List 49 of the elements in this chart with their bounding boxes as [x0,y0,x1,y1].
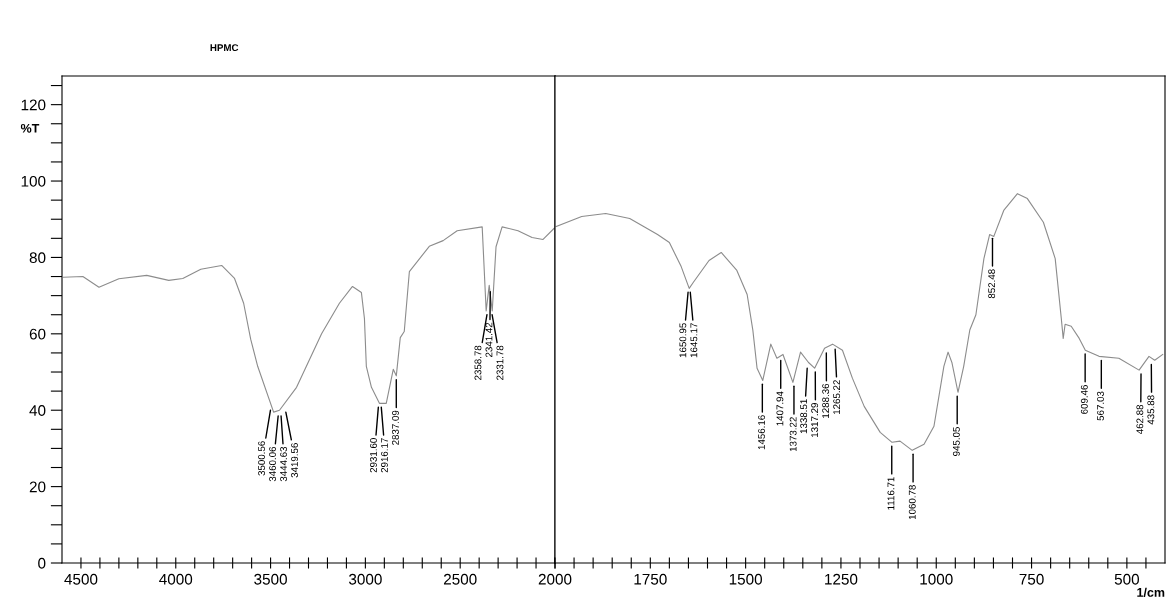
annotation: 2931.60 [370,438,377,473]
annotation: 1288.36 [822,383,830,418]
x-tick-label: 3000 [348,573,382,585]
annotation: 1338.51 [800,399,808,434]
x-tick-label: 1000 [920,573,953,585]
annotation: 1060.78 [908,485,916,520]
x-tick-label: 1750 [634,573,667,585]
x-tick-label: 4000 [159,573,193,585]
annotation: 1650.95 [679,323,687,358]
annotation: 3500.56 [258,441,265,476]
annotation: 1265.22 [833,380,841,415]
x-tick-label: 4500 [64,573,98,585]
x-tick-label: 2500 [443,573,477,585]
y-tick-label: 120 [21,99,46,111]
annotation: 2331.78 [496,345,504,380]
annotation: 1116.71 [887,477,895,510]
chart-title: HPMC [210,44,239,52]
x-tick-label: 500 [1114,573,1140,585]
annotation: 1373.22 [789,417,797,452]
annotation: 1645.17 [690,323,698,358]
y-tick-label: 0 [38,557,46,569]
y-tick-label: 80 [29,252,46,264]
y-axis-title: %T [20,123,40,133]
annotation: 3419.56 [291,443,298,478]
annotation: 3460.06 [269,446,276,482]
annotation: 3444.63 [280,446,287,482]
annotation: 2358.78 [474,345,482,380]
y-tick-label: 60 [29,328,46,340]
x-tick-label: 3500 [254,573,287,585]
annotation: 945.05 [952,427,960,456]
x-tick-label: 1250 [825,573,858,585]
annotation: 1456.16 [758,415,765,450]
annotation: 462.88 [1136,404,1144,434]
x-tick-label: 750 [1019,573,1044,585]
x-tick-label: 1500 [729,573,763,585]
annotation: 2837.09 [392,410,399,445]
y-tick-label: 40 [29,405,46,416]
annotation: 609.46 [1080,385,1088,414]
annotation: 2341.42 [485,322,493,358]
annotation: 2916.17 [381,438,388,473]
y-tick-label: 100 [21,175,46,187]
annotation: 1317.29 [811,403,819,437]
x-tick-label: 2000 [538,573,572,585]
x-axis-title: 1/cm [1137,587,1165,597]
annotation: 1407.94 [776,391,784,426]
annotation: 567.03 [1097,391,1104,421]
annotation: 435.88 [1147,395,1155,425]
y-tick-label: 20 [29,481,46,493]
annotation: 852.48 [988,269,996,299]
